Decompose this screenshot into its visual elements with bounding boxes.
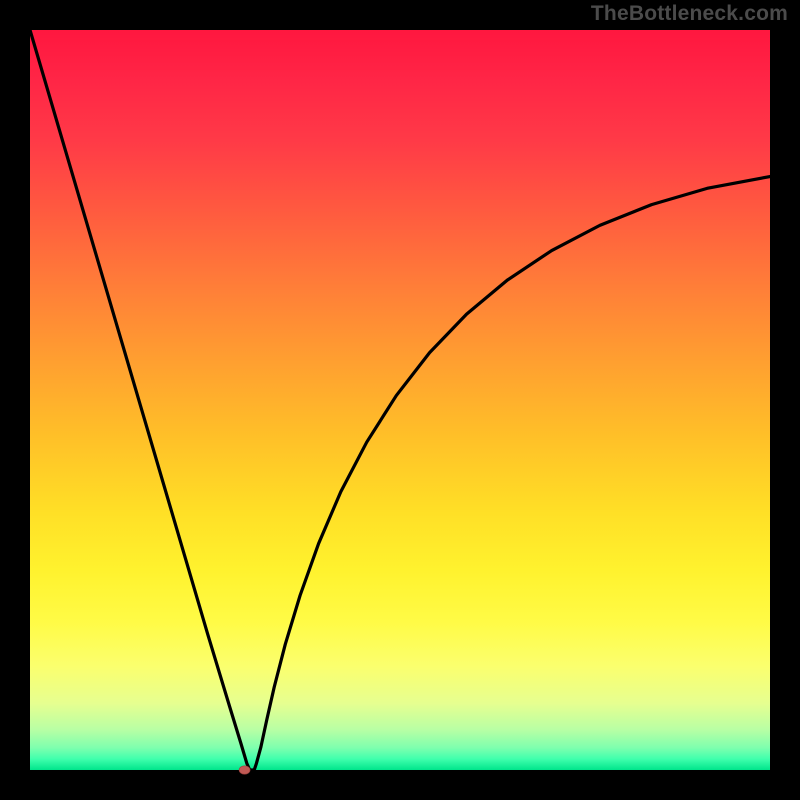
plot-background <box>30 30 770 770</box>
minimum-marker <box>239 766 250 774</box>
watermark-text: TheBottleneck.com <box>591 2 788 26</box>
bottleneck-chart <box>0 0 800 800</box>
